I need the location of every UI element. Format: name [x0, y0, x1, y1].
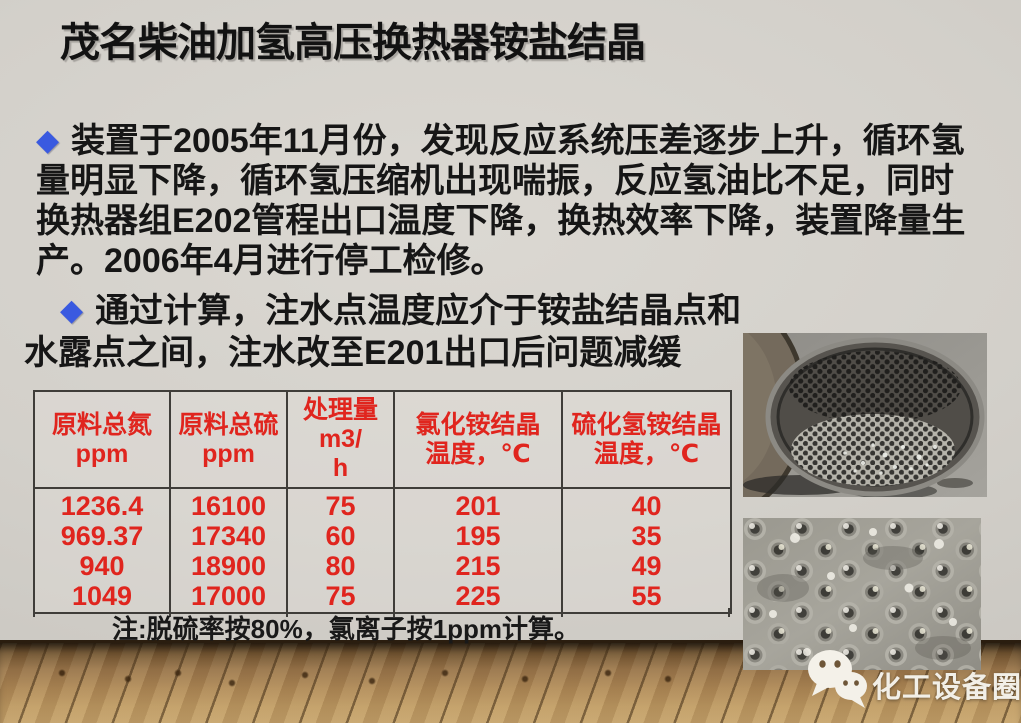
cell-value: 201: [455, 490, 501, 521]
cell-value: 40: [631, 490, 662, 521]
cell-value: 60: [325, 520, 356, 551]
cell-nh4hs-temp: 40 35 49 55: [561, 487, 732, 614]
paragraph-line: ◆ 通过计算，注水点温度应介于铵盐结晶点和: [24, 290, 744, 332]
diamond-bullet-icon: ◆: [60, 294, 84, 327]
cell-value: 35: [631, 520, 662, 551]
cell-value: 225: [455, 580, 501, 611]
header-line: 温度，℃: [593, 439, 700, 468]
wechat-icon: [808, 650, 867, 708]
header-line: h: [332, 454, 349, 482]
paragraph-line: ◆ 装置于2005年11月份，发现反应系统压差逐步上升，循环氢: [36, 121, 981, 161]
header-line: 原料总氮: [51, 410, 152, 439]
column-header-total-nitrogen: 原料总氮 ppm: [33, 390, 171, 489]
process-data-table: 原料总氮 ppm 原料总硫 ppm 处理量 m3/ h 氯化铵结晶 温度，℃ 硫…: [33, 390, 732, 617]
tube-deposits-photo: [743, 518, 981, 670]
cell-value: 18900: [190, 550, 267, 581]
cell-throughput: 75 60 80 75: [286, 487, 395, 614]
table-border-stub: [169, 608, 171, 617]
table-footnote: 注:脱硫率按80%，氯离子按1ppm计算。: [112, 614, 581, 644]
cell-value: 1236.4: [60, 490, 144, 521]
tubesheet-photo: [743, 333, 987, 497]
cell-value: 969.37: [60, 520, 144, 551]
table-border-stub: [286, 608, 288, 617]
header-line: 硫化氢铵结晶: [571, 410, 722, 439]
column-header-nh4cl-temp: 氯化铵结晶 温度，℃: [393, 390, 563, 489]
column-header-total-sulfur: 原料总硫 ppm: [169, 390, 288, 489]
header-line: 原料总硫: [178, 410, 279, 439]
header-line: ppm: [75, 439, 129, 468]
cell-value: 75: [325, 490, 356, 521]
paragraph-line: 产。2006年4月进行停工检修。: [36, 242, 505, 280]
table-body-row: 1236.4 969.37 940 1049 16100 17340 18900…: [33, 487, 732, 614]
table-border-stub: [393, 608, 395, 617]
watermark: 化工设备圈: [804, 648, 1021, 712]
cell-value: 55: [631, 580, 662, 611]
header-line: 氯化铵结晶: [415, 410, 541, 439]
table-header-row: 原料总氮 ppm 原料总硫 ppm 处理量 m3/ h 氯化铵结晶 温度，℃ 硫…: [33, 390, 732, 489]
cell-value: 17340: [190, 520, 267, 551]
cell-value: 215: [455, 550, 501, 581]
paragraph-line: 量明显下降，循环氢压缩机出现喘振，反应氢油比不足，同时: [36, 162, 954, 200]
body-paragraph-solution: ◆ 通过计算，注水点温度应介于铵盐结晶点和 水露点之间，注水改至E201出口后问题…: [24, 290, 744, 374]
cell-value: 1049: [71, 580, 133, 611]
cell-nh4cl-temp: 201 195 215 225: [393, 487, 563, 614]
body-paragraph-cause: ◆ 装置于2005年11月份，发现反应系统压差逐步上升，循环氢 量明显下降，循环氢…: [36, 121, 981, 281]
column-header-throughput: 处理量 m3/ h: [286, 390, 395, 489]
cell-value: 16100: [190, 490, 267, 521]
paragraph-line: 换热器组E202管程出口温度下降，换热效率下降，装置降量生: [36, 202, 966, 240]
cell-total-nitrogen: 1236.4 969.37 940 1049: [33, 487, 171, 614]
column-header-nh4hs-temp: 硫化氢铵结晶 温度，℃: [561, 390, 732, 489]
watermark-label: 化工设备圈: [872, 672, 1021, 704]
diamond-bullet-icon: ◆: [36, 124, 60, 157]
paragraph-line: 水露点之间，注水改至E201出口后问题减缓: [24, 334, 682, 372]
table-border-stub: [561, 608, 563, 617]
header-line: 温度，℃: [425, 439, 531, 468]
cell-value: 195: [455, 520, 501, 551]
cell-value: 940: [79, 550, 125, 581]
header-line: m3/: [318, 425, 363, 453]
paragraph-text: 通过计算，注水点温度应介于铵盐结晶点和: [95, 292, 742, 330]
header-line: ppm: [202, 439, 255, 468]
paragraph-text: 装置于2005年11月份，发现反应系统压差逐步上升，循环氢: [71, 122, 965, 160]
table-border-stub: [33, 608, 35, 617]
cell-value: 49: [631, 550, 662, 581]
cell-total-sulfur: 16100 17340 18900 17000: [169, 487, 288, 614]
cell-value: 17000: [190, 580, 267, 611]
cell-value: 80: [325, 550, 356, 581]
table-border-stub: [728, 608, 730, 617]
cell-value: 75: [325, 580, 356, 611]
slide-title: 茂名柴油加氢高压换热器铵盐结晶: [60, 21, 646, 65]
header-line: 处理量: [302, 396, 378, 424]
